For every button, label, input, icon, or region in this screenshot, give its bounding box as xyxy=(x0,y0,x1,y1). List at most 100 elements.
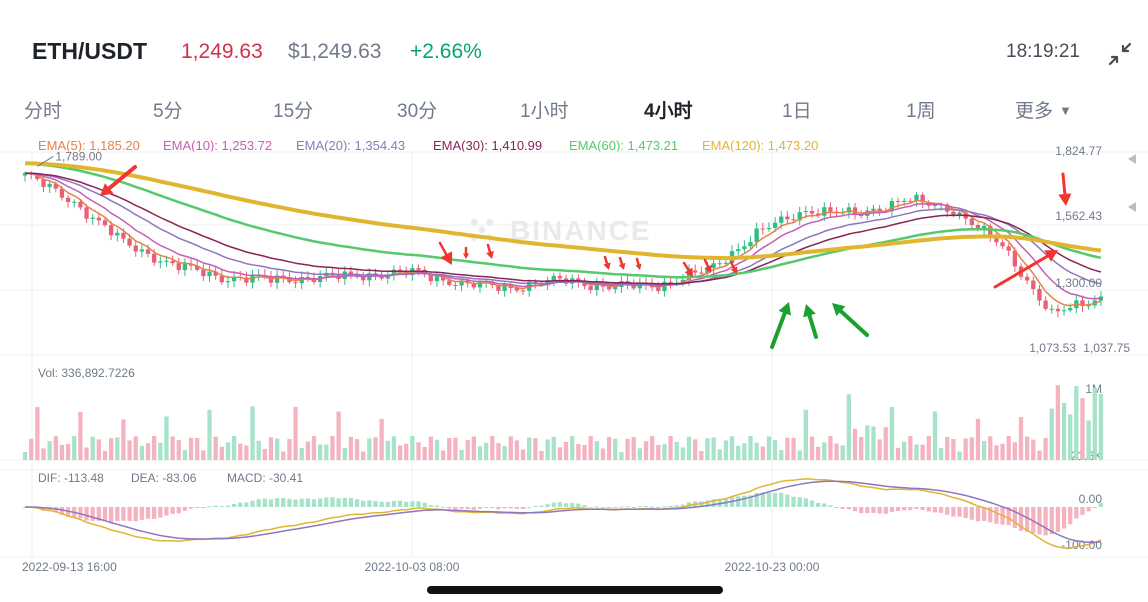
macd-histogram-bar xyxy=(668,505,673,507)
macd-histogram-bar xyxy=(231,503,237,507)
macd-histogram-bar xyxy=(305,498,311,507)
macd-histogram-bar xyxy=(576,503,581,507)
candle-body xyxy=(90,217,95,219)
volume-bar xyxy=(963,438,968,460)
candle-body xyxy=(397,269,403,271)
candle-body xyxy=(207,271,212,277)
collapse-icon[interactable] xyxy=(1106,40,1134,68)
candle-body xyxy=(416,268,421,270)
candle-body xyxy=(582,282,587,287)
macd-histogram-bar xyxy=(1068,507,1073,525)
volume-bar xyxy=(324,444,329,460)
volume-bar xyxy=(852,428,858,460)
volume-bar xyxy=(490,436,495,460)
macd-histogram-bar xyxy=(594,506,599,508)
volume-bar xyxy=(600,448,606,460)
volume-bar xyxy=(637,448,642,460)
macd-histogram-bar xyxy=(1055,507,1061,532)
arrow-shaft xyxy=(107,165,137,191)
candle-body xyxy=(852,207,858,215)
candle-body xyxy=(305,277,311,279)
tab-4h[interactable]: 4小时 xyxy=(644,101,693,122)
macd-histogram-bar xyxy=(385,501,390,507)
volume-bar xyxy=(693,439,698,460)
candle-body xyxy=(176,263,181,271)
tab-1d[interactable]: 1日 xyxy=(782,101,812,122)
volume-bar xyxy=(748,436,753,460)
volume-bar xyxy=(250,406,255,460)
macd-histogram-bar xyxy=(994,507,999,524)
tab-more[interactable]: 更多 ▼ xyxy=(1015,101,1072,122)
tab-5m[interactable]: 5分 xyxy=(153,101,183,122)
volume-bar xyxy=(268,437,274,460)
macd-histogram-bar xyxy=(969,507,974,520)
macd-histogram-bar xyxy=(945,507,950,515)
volume-bar xyxy=(404,443,409,460)
volume-bar xyxy=(938,447,944,460)
volume-bar xyxy=(238,443,243,460)
candle-body xyxy=(182,263,188,271)
red-arrow xyxy=(603,255,611,270)
volume-bar xyxy=(354,439,360,460)
macd-histogram-bar xyxy=(1074,507,1079,519)
macd-histogram-bar xyxy=(840,507,845,509)
arrow-head xyxy=(832,303,846,316)
volume-bar xyxy=(914,444,919,460)
candle-body xyxy=(711,263,716,268)
macd-histogram-bar xyxy=(649,506,655,508)
volume-bar xyxy=(29,438,34,460)
volume-bar xyxy=(1031,439,1036,460)
volume-bar xyxy=(262,448,267,460)
macd-histogram-bar xyxy=(637,506,642,508)
macd-histogram-bar xyxy=(102,507,108,521)
trading-pair[interactable]: ETH/USDT xyxy=(32,38,147,64)
arrow-head xyxy=(486,250,494,259)
candle-body xyxy=(520,290,526,292)
tab-30m[interactable]: 30分 xyxy=(397,101,438,122)
macd-histogram-bar xyxy=(502,507,507,509)
volume-bar xyxy=(871,426,876,460)
volume-pane: Vol: 336,892.72261M21.6K xyxy=(22,366,1104,463)
candle-body xyxy=(225,281,231,283)
tab-timeline[interactable]: 分时 xyxy=(24,101,63,122)
candle-body xyxy=(145,249,151,254)
volume-bar xyxy=(293,406,298,460)
macd-axis-label: 0.00 xyxy=(1079,492,1103,506)
macd-histogram-bar xyxy=(920,507,925,510)
tab-1w[interactable]: 1周 xyxy=(906,101,936,122)
macd-histogram-bar xyxy=(139,507,145,520)
macd-histogram-bar xyxy=(533,505,538,507)
candle-body xyxy=(588,286,593,290)
volume-bar xyxy=(1037,450,1042,460)
volume-bar xyxy=(41,448,46,460)
tab-15m[interactable]: 15分 xyxy=(273,101,314,122)
candle-body xyxy=(705,267,710,274)
volume-bar xyxy=(53,436,58,460)
candle-body xyxy=(102,220,108,226)
volume-bar xyxy=(1006,436,1011,460)
macd-histogram-bar xyxy=(815,502,821,507)
candle-body xyxy=(815,213,821,216)
volume-bar xyxy=(182,449,188,460)
candle-body xyxy=(613,286,618,290)
volume-bar xyxy=(108,438,114,460)
volume-bar xyxy=(195,437,200,460)
macd-histogram-bar xyxy=(373,500,378,507)
tab-1h[interactable]: 1小时 xyxy=(520,101,569,122)
volume-bar xyxy=(662,444,667,460)
interval-tabs: 分时 5分 15分 30分 1小时 4小时 1日 1周 更多 ▼ xyxy=(0,96,1148,126)
ema-line-120 xyxy=(25,161,1102,261)
candle-body xyxy=(828,207,833,212)
volume-bar xyxy=(920,444,925,460)
volume-bar xyxy=(656,444,661,460)
macd-histogram-bar xyxy=(484,507,489,509)
candlestick-chart[interactable]: BINANCE 1,789.00 1,824.77 1,562.43 1,300.0… xyxy=(0,130,1148,580)
volume-bar xyxy=(902,441,907,460)
macd-histogram-bar xyxy=(938,507,944,513)
macd-dif-label: DIF: -113.48 xyxy=(38,471,104,485)
candle-body xyxy=(453,284,458,286)
volume-bar xyxy=(945,436,950,460)
volume-bar xyxy=(127,440,132,460)
volume-bar xyxy=(231,436,237,460)
macd-histogram-bar xyxy=(440,506,446,508)
